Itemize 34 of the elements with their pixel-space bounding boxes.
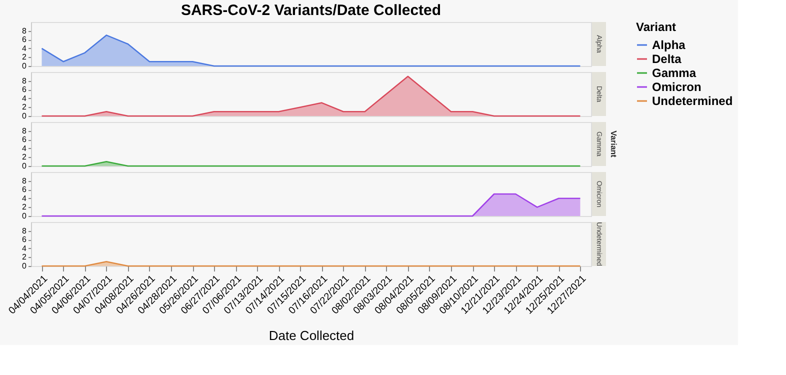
x-axis-title: Date Collected bbox=[268, 328, 354, 343]
y-tick-label: 2 bbox=[22, 252, 28, 262]
y-tick-label: 2 bbox=[22, 52, 28, 62]
legend-title: Variant bbox=[636, 20, 676, 34]
y-tick-label: 6 bbox=[22, 185, 28, 194]
legend-label: Undetermined bbox=[652, 94, 733, 108]
y-tick-label: 0 bbox=[22, 62, 28, 70]
y-tick-label: 4 bbox=[22, 194, 28, 203]
y-tick-label: 6 bbox=[22, 35, 28, 44]
y-tick-label: 0 bbox=[22, 162, 28, 170]
y-tick-label: 8 bbox=[22, 76, 28, 86]
legend-label: Omicron bbox=[652, 80, 702, 94]
legend-label: Delta bbox=[652, 52, 682, 66]
y-tick-label: 8 bbox=[22, 226, 28, 236]
y-tick-label: 2 bbox=[22, 102, 28, 112]
y-tick-label: 8 bbox=[22, 26, 28, 36]
y-tick-label: 2 bbox=[22, 202, 28, 212]
y-tick-label: 8 bbox=[22, 176, 28, 186]
y-tick-label: 4 bbox=[22, 94, 28, 103]
chart-title: SARS-CoV-2 Variants/Date Collected bbox=[180, 2, 442, 19]
y-tick-label: 6 bbox=[22, 235, 28, 244]
legend-label: Gamma bbox=[652, 66, 696, 80]
legend-label: Alpha bbox=[652, 38, 686, 52]
y-tick-label: 6 bbox=[22, 85, 28, 94]
y-tick-label: 6 bbox=[22, 135, 28, 144]
y-tick-label: 8 bbox=[22, 126, 28, 136]
y-tick-label: 4 bbox=[22, 244, 28, 253]
y-tick-label: 0 bbox=[22, 262, 28, 270]
y-tick-label: 2 bbox=[22, 152, 28, 162]
y-tick-label: 4 bbox=[22, 44, 28, 53]
y-tick-label: 0 bbox=[22, 212, 28, 220]
y-tick-label: 0 bbox=[22, 112, 28, 120]
y-tick-label: 4 bbox=[22, 144, 28, 153]
text: Variant bbox=[609, 130, 618, 158]
